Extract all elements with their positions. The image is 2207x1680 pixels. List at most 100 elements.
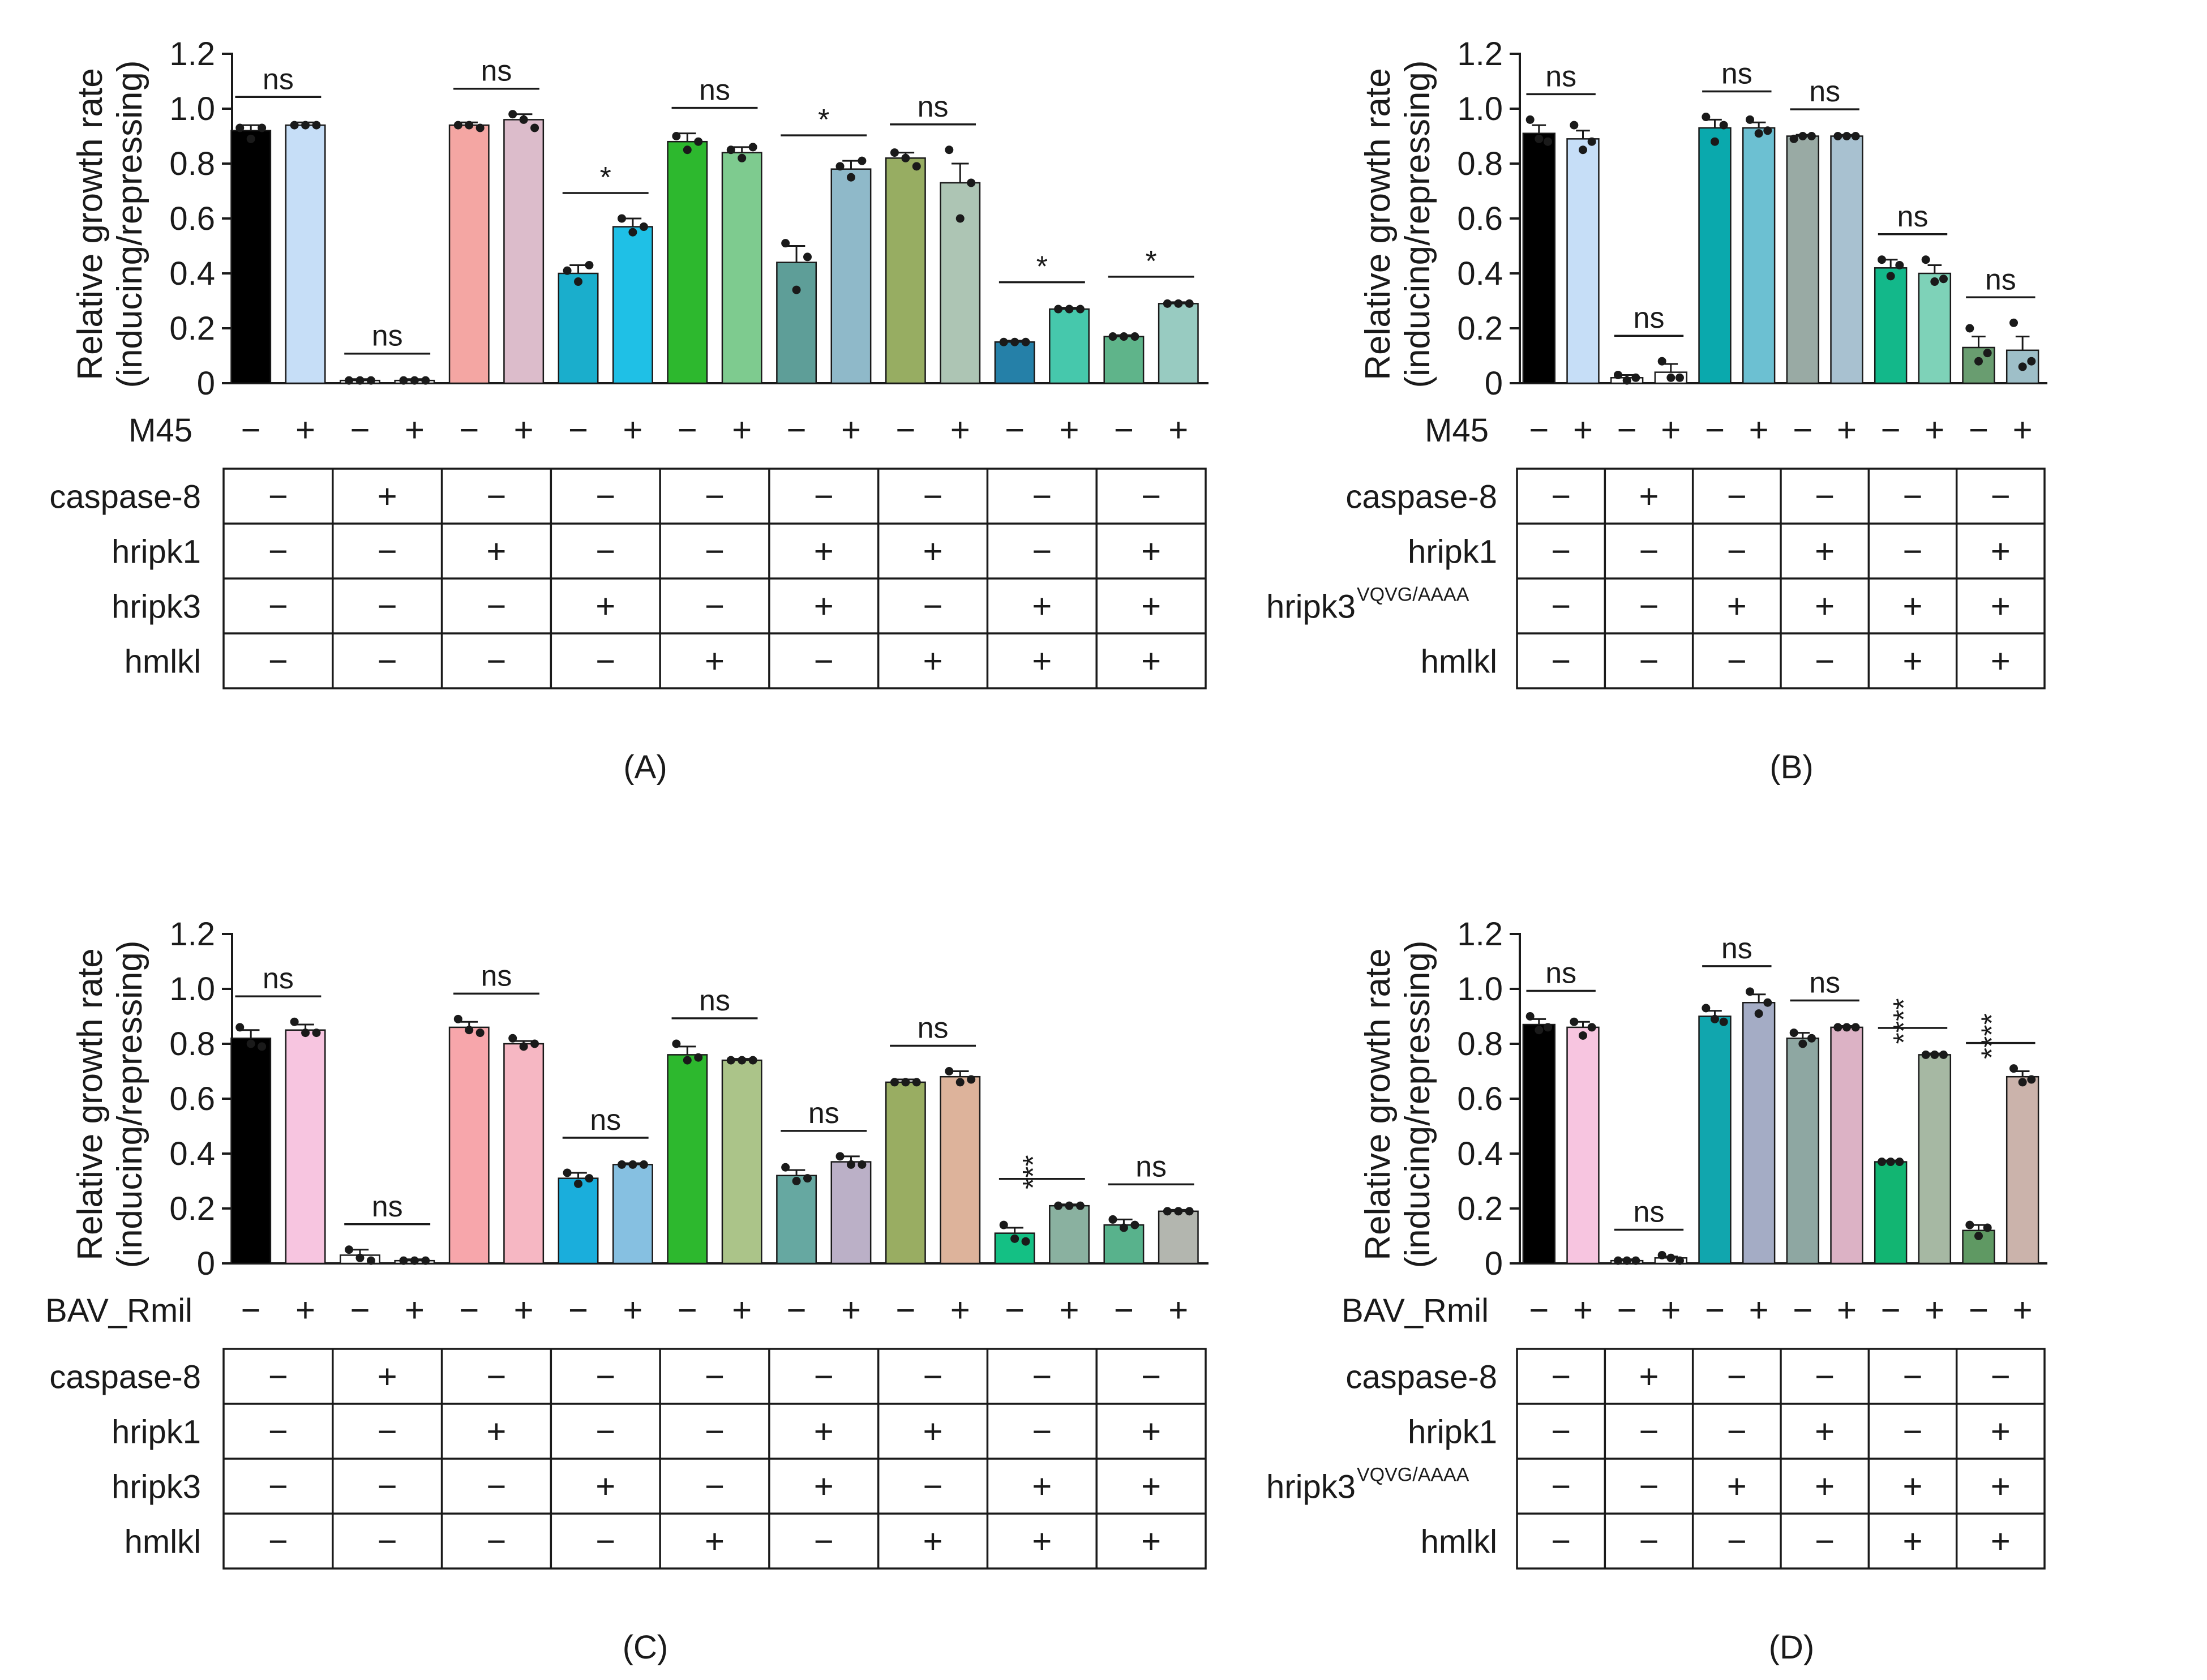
- data-point: [1965, 324, 1974, 333]
- treatment-sign: +: [1661, 411, 1681, 449]
- condition-cell-sign: −: [705, 1468, 725, 1506]
- data-point: [1895, 260, 1904, 269]
- condition-cell-sign: −: [268, 588, 288, 625]
- data-point: [1543, 137, 1552, 146]
- data-point: [453, 121, 462, 130]
- data-point: [1614, 370, 1623, 379]
- y-tick-label: 0.8: [1457, 145, 1503, 182]
- treatment-sign: +: [1837, 411, 1857, 449]
- condition-cell-sign: −: [1727, 1523, 1747, 1561]
- treatment-label: BAV_Rmil: [1342, 1292, 1489, 1329]
- data-point: [1746, 987, 1755, 996]
- condition-cell-sign: +: [1815, 588, 1835, 625]
- significance-label: ns: [1721, 58, 1752, 91]
- data-point: [1054, 305, 1063, 314]
- treatment-sign: −: [787, 1291, 807, 1329]
- data-point: [1675, 1256, 1684, 1265]
- data-point: [858, 156, 867, 165]
- condition-cell-sign: +: [1991, 588, 2011, 625]
- bar: [1566, 1026, 1600, 1265]
- condition-cell-sign: +: [1815, 1413, 1835, 1451]
- treatment-sign: +: [2013, 411, 2033, 449]
- condition-cell-sign: −: [705, 478, 725, 516]
- data-point: [1895, 1158, 1904, 1167]
- treatment-sign: +: [623, 1291, 642, 1329]
- data-point: [901, 153, 910, 162]
- data-point: [1657, 357, 1666, 366]
- bar: [503, 119, 545, 384]
- y-tick-label: 0.4: [1457, 255, 1503, 292]
- condition-cell-sign: +: [923, 642, 943, 680]
- treatment-sign: −: [1969, 411, 1989, 449]
- condition-cell-sign: −: [814, 478, 834, 516]
- bar: [1522, 132, 1556, 384]
- data-point: [453, 1014, 462, 1023]
- data-point: [1763, 126, 1772, 135]
- data-point: [1939, 275, 1948, 284]
- data-point: [1119, 332, 1128, 341]
- treatment-sign: −: [678, 411, 697, 449]
- condition-cell-sign: −: [268, 1358, 288, 1396]
- data-point: [2027, 1075, 2036, 1084]
- data-point: [355, 1253, 365, 1262]
- condition-row-label: hripk3: [112, 589, 201, 625]
- data-point: [912, 1078, 921, 1087]
- condition-cell-sign: −: [1902, 478, 1922, 516]
- condition-row-label: caspase-8: [1345, 479, 1497, 516]
- bar: [940, 1075, 981, 1265]
- condition-cell-sign: −: [268, 1468, 288, 1506]
- condition-cell-sign: +: [1639, 1358, 1659, 1396]
- y-tick-label: 1.2: [1457, 36, 1503, 72]
- data-point: [2027, 357, 2036, 366]
- condition-cell-sign: −: [378, 1413, 397, 1451]
- significance-label: ns: [1721, 932, 1752, 965]
- bar: [1742, 127, 1776, 384]
- data-point: [399, 376, 408, 385]
- y-tick-label: 0.8: [169, 145, 215, 182]
- condition-cell-sign: +: [814, 1413, 834, 1451]
- data-point: [628, 228, 637, 237]
- condition-cell-sign: −: [268, 1523, 288, 1561]
- data-point: [366, 376, 375, 385]
- data-point: [1965, 1220, 1974, 1229]
- y-tick-label: 0.6: [1457, 200, 1503, 237]
- bar: [1874, 1161, 1908, 1265]
- treatment-sign: −: [1881, 411, 1901, 449]
- condition-cell-sign: −: [486, 1468, 506, 1506]
- data-point: [1587, 1023, 1596, 1032]
- significance-label: ns: [808, 1097, 839, 1130]
- data-point: [1878, 1158, 1887, 1167]
- condition-cell-sign: +: [923, 1523, 943, 1561]
- y-axis-label-line1: Relative growth rate: [1359, 948, 1398, 1260]
- treatment-sign: −: [1705, 1291, 1725, 1329]
- data-point: [301, 121, 310, 130]
- significance-label: ns: [372, 320, 403, 353]
- significance-label: ns: [918, 91, 949, 123]
- y-tick-label: 1.2: [1457, 916, 1503, 953]
- data-point: [617, 1160, 626, 1169]
- y-tick-label: 0.4: [1457, 1135, 1503, 1172]
- condition-row-label: hripk3: [1266, 1469, 1356, 1506]
- condition-row-label: caspase-8: [49, 479, 201, 516]
- bar: [1049, 1205, 1090, 1265]
- data-point: [585, 260, 594, 269]
- condition-cell-sign: −: [595, 533, 615, 571]
- treatment-sign: +: [1573, 411, 1593, 449]
- bar: [830, 1161, 872, 1265]
- significance-label: ns: [699, 984, 730, 1017]
- data-point: [2018, 362, 2027, 371]
- condition-cell-sign: +: [923, 1413, 943, 1451]
- data-point: [366, 1256, 375, 1265]
- bar: [1049, 308, 1090, 384]
- condition-cell-sign: −: [378, 533, 397, 571]
- treatment-sign: −: [459, 1291, 479, 1329]
- y-tick-label: 0.4: [169, 1135, 215, 1172]
- treatment-sign: +: [732, 1291, 752, 1329]
- data-point: [672, 132, 681, 140]
- y-tick-label: 0.2: [1457, 310, 1503, 347]
- data-point: [858, 1160, 867, 1169]
- condition-cell-sign: −: [1815, 478, 1835, 516]
